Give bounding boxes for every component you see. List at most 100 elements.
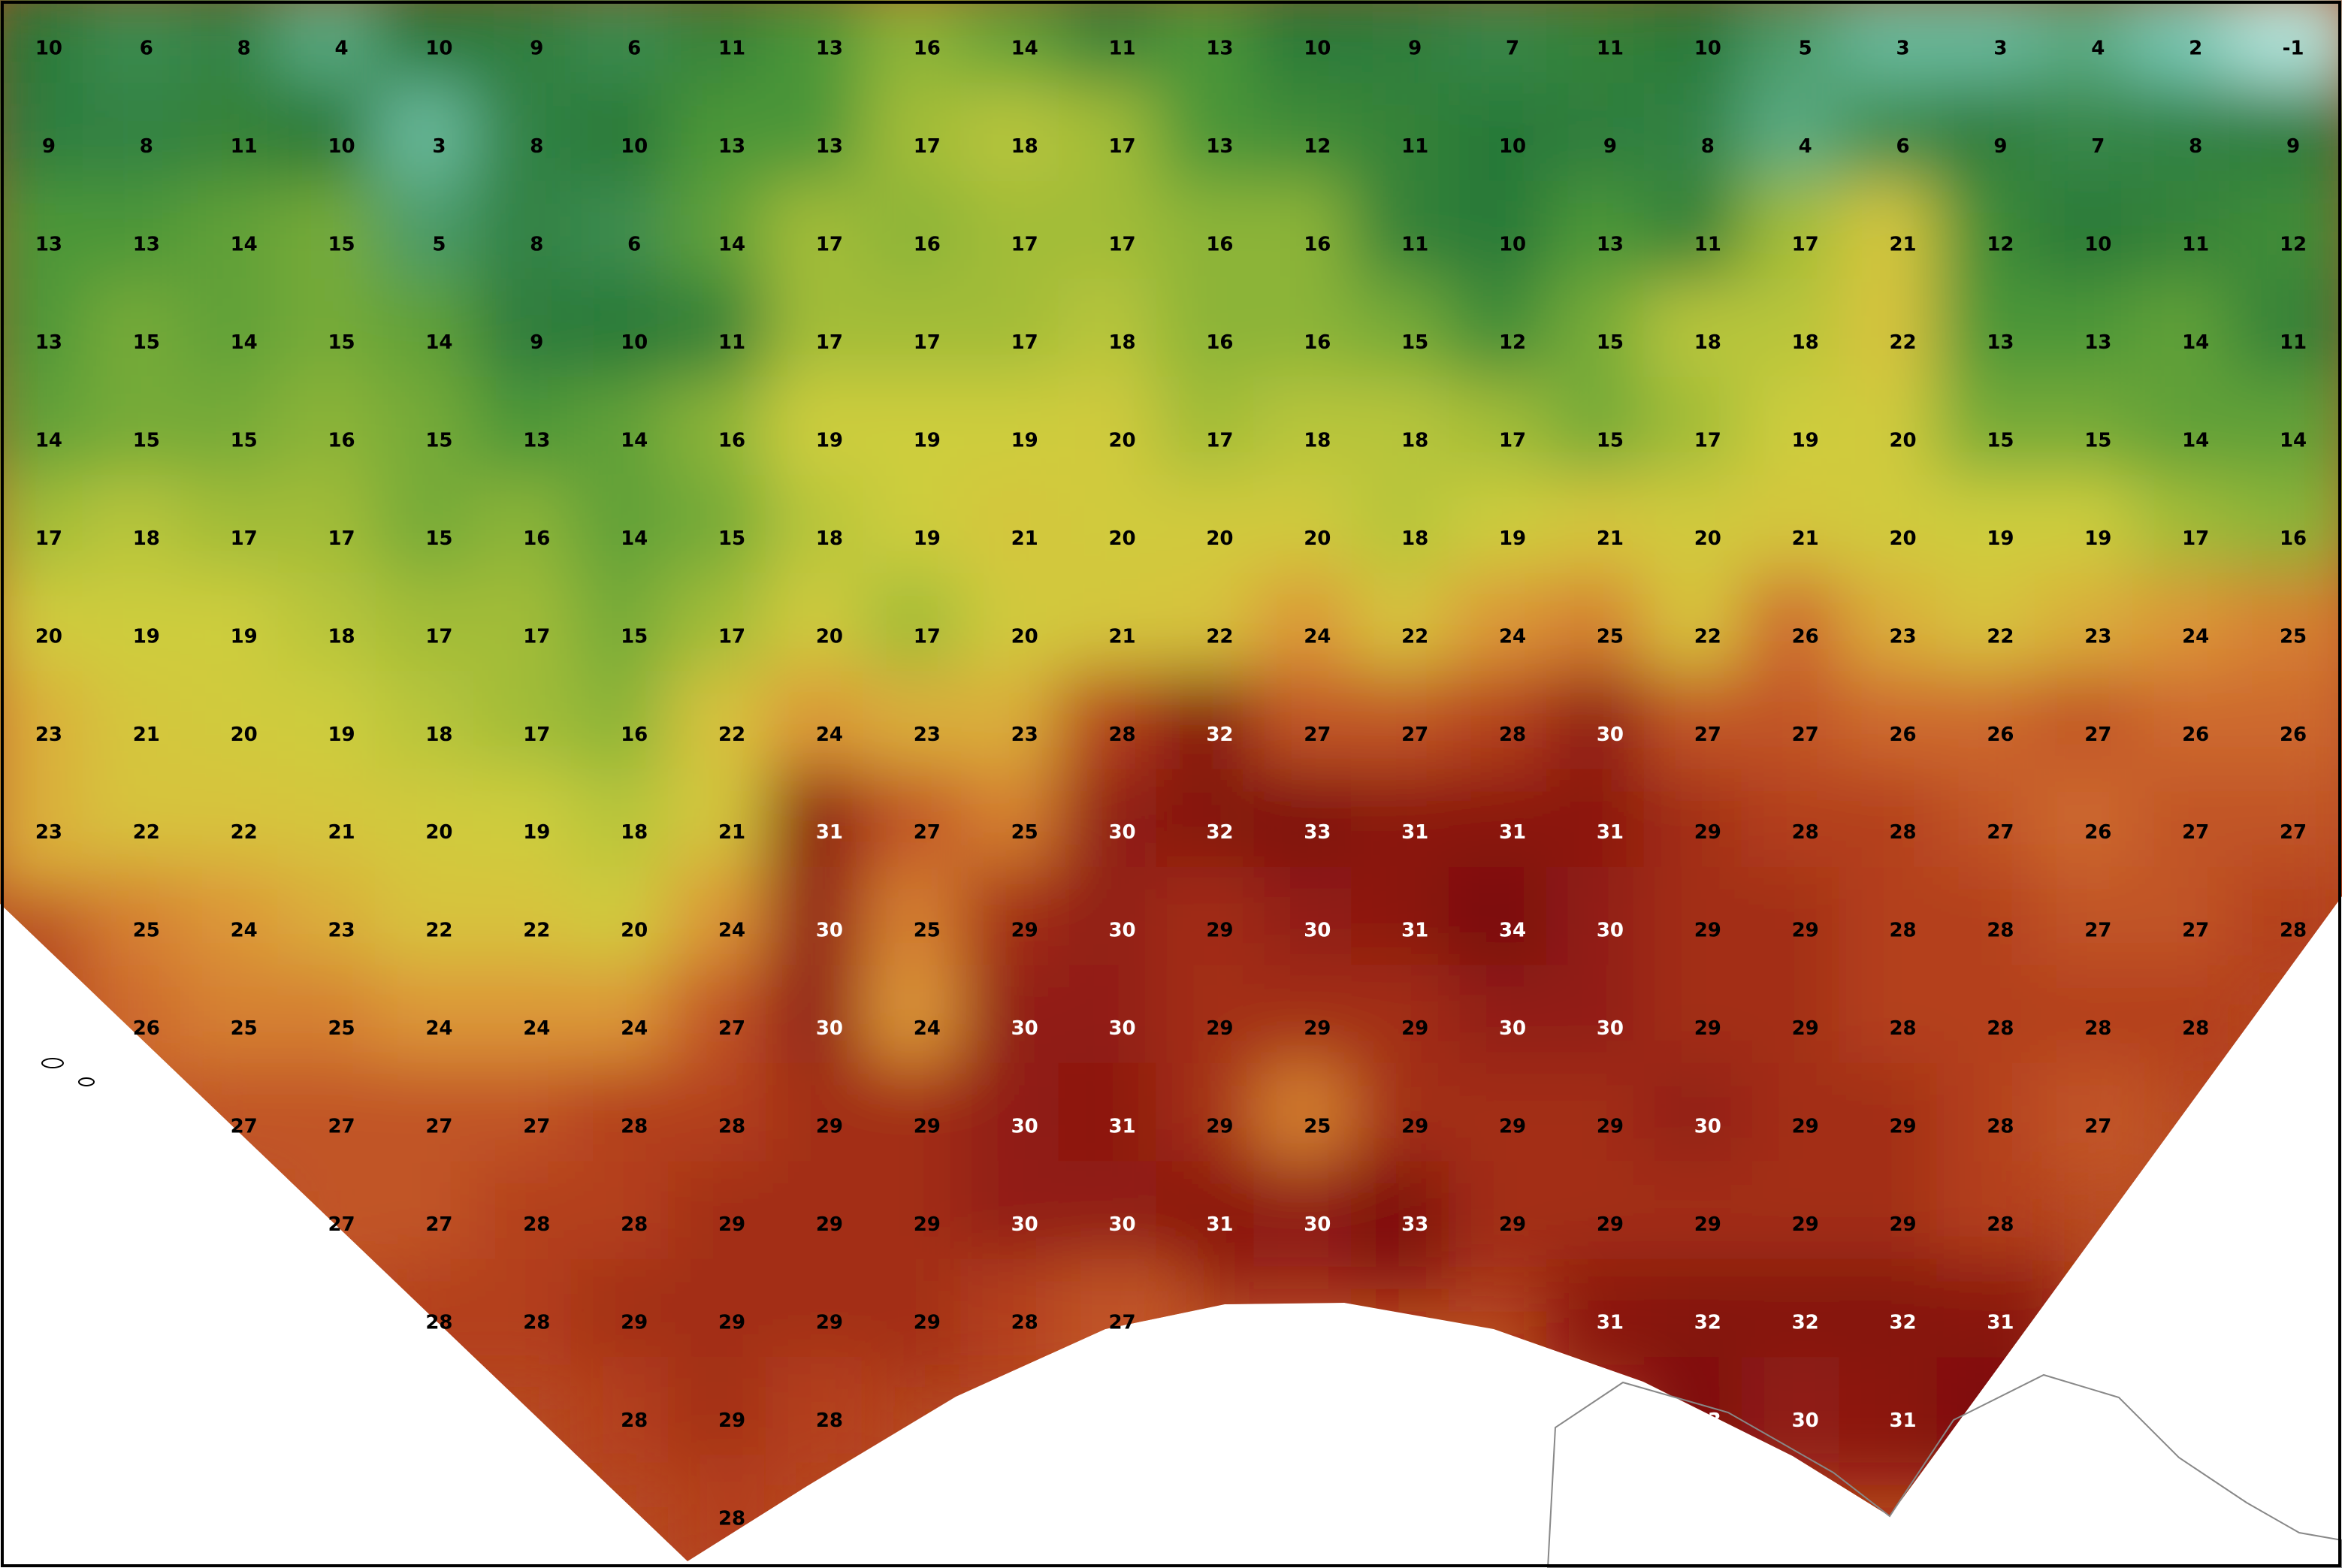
- temperature-label: 22: [523, 920, 550, 942]
- temperature-label: 11: [1401, 135, 1428, 158]
- temperature-label: 30: [816, 920, 843, 942]
- temperature-label: 25: [1011, 821, 1038, 844]
- temperature-label: 17: [1694, 429, 1721, 452]
- temperature-label: 13: [816, 135, 843, 158]
- temperature-label: 16: [621, 724, 648, 746]
- temperature-label: 18: [425, 724, 452, 746]
- temperature-label: 26: [1987, 724, 2014, 746]
- temperature-label: 27: [1401, 724, 1428, 746]
- temperature-label: 9: [42, 135, 56, 158]
- temperature-label: 26: [133, 1017, 160, 1040]
- temperature-label: 9: [1993, 135, 2007, 158]
- temperature-label: 8: [2189, 135, 2202, 158]
- temperature-label: 22: [1694, 625, 1721, 648]
- temperature-label: 21: [1792, 527, 1819, 550]
- temperature-label: 30: [1499, 1017, 1526, 1040]
- temperature-label: 27: [1792, 724, 1819, 746]
- temperature-label: 29: [914, 1116, 941, 1138]
- temperature-label: 18: [1401, 429, 1428, 452]
- temperature-label: 15: [133, 429, 160, 452]
- temperature-label: 17: [2182, 527, 2209, 550]
- temperature-label: 28: [1889, 920, 1916, 942]
- temperature-label: 22: [1889, 331, 1916, 354]
- temperature-label: 22: [425, 920, 452, 942]
- temperature-label: 13: [1987, 331, 2014, 354]
- temperature-label: 12: [1499, 331, 1526, 354]
- temperature-label: 28: [1987, 1116, 2014, 1138]
- temperature-label: 13: [1597, 234, 1624, 256]
- island-outline: [78, 1077, 95, 1086]
- temperature-label: 31: [1206, 1213, 1233, 1236]
- temperature-label: 11: [1597, 38, 1624, 60]
- temperature-label: 31: [1401, 920, 1428, 942]
- temperature-label: 17: [1011, 331, 1038, 354]
- temperature-label: 17: [1792, 234, 1819, 256]
- temperature-label: 17: [1108, 234, 1135, 256]
- temperature-label: 13: [816, 38, 843, 60]
- temperature-label: 15: [2084, 429, 2111, 452]
- temperature-label: 27: [1694, 724, 1721, 746]
- temperature-label: 25: [914, 920, 941, 942]
- temperature-label: 19: [1499, 527, 1526, 550]
- temperature-label: 29: [1499, 1116, 1526, 1138]
- temperature-label: 26: [2084, 821, 2111, 844]
- temperature-label: 18: [328, 625, 355, 648]
- temperature-label: 17: [718, 625, 745, 648]
- temperature-label: 29: [914, 1213, 941, 1236]
- land-outline: [1546, 1373, 2342, 1568]
- temperature-label: 7: [2091, 135, 2105, 158]
- temperature-label: 10: [35, 38, 62, 60]
- temperature-label: 29: [1889, 1116, 1916, 1138]
- temperature-label: 14: [231, 331, 258, 354]
- temperature-label: 29: [1401, 1017, 1428, 1040]
- temperature-label: 10: [328, 135, 355, 158]
- temperature-label: 23: [2084, 625, 2111, 648]
- temperature-label: 30: [1108, 1213, 1135, 1236]
- temperature-label: 25: [2280, 625, 2307, 648]
- temperature-label: 29: [914, 1311, 941, 1334]
- temperature-label: 19: [1792, 429, 1819, 452]
- temperature-label: 29: [1792, 1116, 1819, 1138]
- temperature-label: 24: [1304, 625, 1331, 648]
- temperature-label: 21: [328, 821, 355, 844]
- temperature-label: 29: [816, 1311, 843, 1334]
- temperature-label: 28: [621, 1213, 648, 1236]
- temperature-label: 32: [1206, 724, 1233, 746]
- temperature-label: 28: [1499, 724, 1526, 746]
- temperature-label: 25: [328, 1017, 355, 1040]
- temperature-label: 26: [1792, 625, 1819, 648]
- temperature-label: 15: [718, 527, 745, 550]
- temperature-label: 11: [718, 38, 745, 60]
- temperature-label: 8: [530, 135, 543, 158]
- temperature-label: 22: [1206, 625, 1233, 648]
- temperature-label: 18: [1304, 429, 1331, 452]
- temperature-label: 30: [1108, 1017, 1135, 1040]
- temperature-label: 23: [35, 724, 62, 746]
- temperature-label: 33: [1401, 1213, 1428, 1236]
- temperature-label: 14: [425, 331, 452, 354]
- temperature-label: 3: [1993, 38, 2007, 60]
- temperature-label: 23: [35, 821, 62, 844]
- temperature-label: 27: [2084, 920, 2111, 942]
- temperature-label: 17: [1108, 135, 1135, 158]
- temperature-label: 21: [718, 821, 745, 844]
- temperature-label: 16: [914, 234, 941, 256]
- temperature-label: 17: [231, 527, 258, 550]
- temperature-label: 30: [1108, 821, 1135, 844]
- temperature-label: 13: [2084, 331, 2111, 354]
- temperature-label: 15: [1987, 429, 2014, 452]
- temperature-label: 10: [1499, 234, 1526, 256]
- temperature-label: 32: [1206, 821, 1233, 844]
- temperature-label: 24: [718, 920, 745, 942]
- temperature-label: 32: [1792, 1311, 1819, 1334]
- temperature-label: 30: [1108, 920, 1135, 942]
- temperature-label: 29: [1401, 1116, 1428, 1138]
- temperature-label: 18: [1401, 527, 1428, 550]
- temperature-label: 17: [1499, 429, 1526, 452]
- temperature-label: 27: [328, 1213, 355, 1236]
- temperature-label: 10: [425, 38, 452, 60]
- temperature-label: 15: [425, 527, 452, 550]
- temperature-label: 29: [1597, 1213, 1624, 1236]
- temperature-label: 29: [1792, 1017, 1819, 1040]
